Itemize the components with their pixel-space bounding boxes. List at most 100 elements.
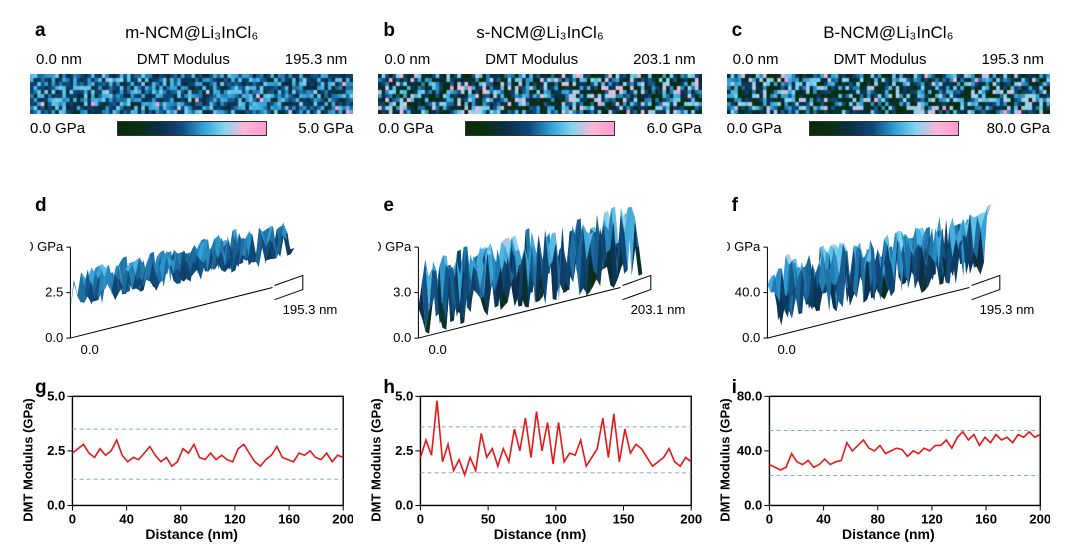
heatmap-b [378, 74, 701, 114]
colorbar-row: 0.0 GPa 6.0 GPa [378, 120, 701, 137]
colorbar-row: 0.0 GPa 5.0 GPa [30, 120, 353, 137]
x-axis-label: Distance (nm) [145, 526, 238, 542]
cb-min: 0.0 GPa [30, 120, 85, 137]
svg-text:0.0: 0.0 [393, 330, 411, 345]
svg-text:50: 50 [481, 512, 496, 527]
svg-text:0.0: 0.0 [395, 498, 413, 513]
panel-label: h [383, 377, 395, 399]
line-g: 0 40 80 120 160 200 0.0 2.5 5.0 [30, 380, 353, 540]
svg-text:0: 0 [765, 512, 772, 527]
scan-row: 0.0 nm DMT Modulus 195.3 nm [30, 43, 353, 72]
cb-max: 6.0 GPa [647, 120, 702, 137]
panel-label: g [35, 377, 47, 399]
panel-label: d [35, 195, 47, 217]
cb-min: 0.0 GPa [378, 120, 433, 137]
panel-b-title: s-NCM@Li₃InCl₆ [378, 23, 701, 43]
svg-text:40.0: 40.0 [734, 285, 760, 300]
surface-e: 0.0 3.0 6.0 GPa 0.0 203.1 nm [378, 195, 701, 370]
scan-max: 203.1 nm [633, 51, 696, 68]
colorbar-row: 0.0 GPa 80.0 GPa [727, 120, 1050, 137]
panel-label: a [35, 20, 46, 42]
cb-min: 0.0 GPa [727, 120, 782, 137]
panel-label: i [732, 377, 737, 399]
svg-text:0: 0 [69, 512, 76, 527]
colorbar [465, 121, 615, 136]
panel-c: c B-NCM@Li₃InCl₆ 0.0 nm DMT Modulus 195.… [727, 20, 1050, 185]
panel-label: e [383, 195, 394, 217]
panel-c-title: B-NCM@Li₃InCl₆ [727, 23, 1050, 43]
panel-g: g DMT Modulus (GPa) 040801201602000.02.5… [30, 380, 353, 540]
svg-text:80.0: 80.0 [736, 388, 762, 403]
panel-b: b s-NCM@Li₃InCl₆ 0.0 nm DMT Modulus 203.… [378, 20, 701, 185]
panel-i: i DMT Modulus (GPa) 040801201602000.040.… [727, 380, 1050, 540]
svg-text:200: 200 [332, 512, 353, 527]
svg-text:40.0: 40.0 [736, 443, 762, 458]
svg-text:3.0: 3.0 [393, 285, 411, 300]
svg-text:2.5: 2.5 [45, 285, 63, 300]
svg-text:0.0: 0.0 [47, 498, 65, 513]
scan-prop: DMT Modulus [485, 51, 578, 68]
svg-text:40: 40 [119, 512, 134, 527]
svg-text:160: 160 [975, 512, 997, 527]
heatmap-c [727, 74, 1050, 114]
x-axis-label: Distance (nm) [494, 526, 587, 542]
svg-text:80: 80 [870, 512, 885, 527]
svg-text:100: 100 [545, 512, 567, 527]
svg-text:80: 80 [173, 512, 188, 527]
colorbar [117, 121, 267, 136]
panel-f: f 0.0 40.0 80.0 GPa 0.0 195.3 nm [727, 195, 1050, 370]
svg-text:40: 40 [816, 512, 831, 527]
panel-e: e 0.0 3.0 6.0 GPa 0.0 203.1 nm [378, 195, 701, 370]
svg-text:150: 150 [613, 512, 635, 527]
svg-text:200: 200 [681, 512, 702, 527]
svg-text:195.3 nm: 195.3 nm [979, 302, 1034, 317]
svg-text:2.5: 2.5 [47, 443, 65, 458]
svg-text:0.0: 0.0 [81, 342, 99, 357]
scan-max: 195.3 nm [981, 51, 1044, 68]
scan-row: 0.0 nm DMT Modulus 195.3 nm [727, 43, 1050, 72]
svg-text:2.5: 2.5 [395, 443, 413, 458]
surface-d: 0.02.55.0 GPa0.0195.3 nm [30, 195, 353, 370]
panel-h: h DMT Modulus (GPa) 0501001502000.02.55.… [378, 380, 701, 540]
svg-text:0.0: 0.0 [429, 342, 447, 357]
panel-a-title: m-NCM@Li₃InCl₆ [30, 23, 353, 43]
y-axis-label: DMT Modulus (GPa) [21, 398, 36, 522]
line-i: 0 40 80 120 160 200 0.0 40.0 80.0 [727, 380, 1050, 540]
scan-min: 0.0 nm [384, 51, 430, 68]
panel-label: c [732, 20, 743, 42]
line-h: 0 50 100 150 200 0.0 2.5 5.0 [378, 380, 701, 540]
scan-min: 0.0 nm [36, 51, 82, 68]
heatmap-a [30, 74, 353, 114]
svg-text:80.0 GPa: 80.0 GPa [727, 239, 761, 254]
x-axis-label: Distance (nm) [842, 526, 935, 542]
svg-text:203.1 nm: 203.1 nm [631, 302, 686, 317]
cb-max: 5.0 GPa [298, 120, 353, 137]
svg-text:5.0: 5.0 [47, 388, 65, 403]
y-axis-label: DMT Modulus (GPa) [717, 398, 732, 522]
colorbar [809, 121, 959, 136]
scan-prop: DMT Modulus [833, 51, 926, 68]
svg-text:0: 0 [417, 512, 424, 527]
scan-prop: DMT Modulus [137, 51, 230, 68]
scan-row: 0.0 nm DMT Modulus 203.1 nm [378, 43, 701, 72]
svg-text:5.0: 5.0 [395, 388, 413, 403]
svg-text:0.0: 0.0 [742, 330, 760, 345]
svg-text:195.3 nm: 195.3 nm [283, 302, 338, 317]
svg-text:120: 120 [921, 512, 943, 527]
svg-text:6.0 GPa: 6.0 GPa [378, 239, 412, 254]
svg-text:160: 160 [278, 512, 300, 527]
svg-text:5.0 GPa: 5.0 GPa [30, 239, 64, 254]
svg-text:0.0: 0.0 [777, 342, 795, 357]
panel-label: f [732, 195, 738, 217]
panel-d: d 0.02.55.0 GPa0.0195.3 nm [30, 195, 353, 370]
panel-label: b [383, 20, 395, 42]
scan-min: 0.0 nm [733, 51, 779, 68]
panel-a: a m-NCM@Li₃InCl₆ 0.0 nm DMT Modulus 195.… [30, 20, 353, 185]
surface-f: 0.0 40.0 80.0 GPa 0.0 195.3 nm [727, 195, 1050, 370]
y-axis-label: DMT Modulus (GPa) [369, 398, 384, 522]
cb-max: 80.0 GPa [987, 120, 1050, 137]
scan-max: 195.3 nm [285, 51, 348, 68]
svg-text:0.0: 0.0 [744, 498, 762, 513]
svg-text:120: 120 [224, 512, 246, 527]
svg-text:200: 200 [1029, 512, 1050, 527]
